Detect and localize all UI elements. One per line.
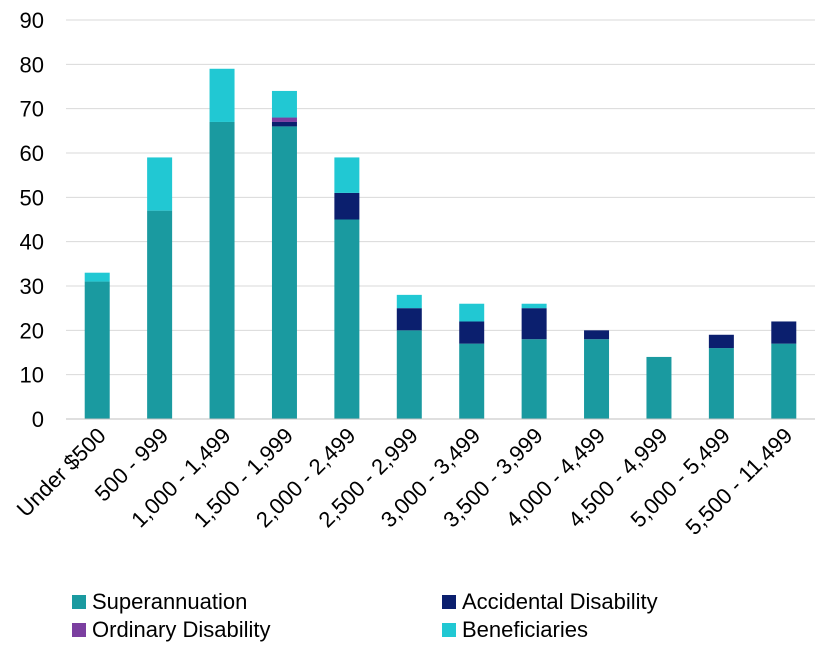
bar-superannuation [771, 343, 797, 419]
bar-ordinary-disability [271, 117, 297, 122]
bar-superannuation [334, 219, 360, 419]
y-tick-label: 20 [20, 318, 44, 343]
y-tick-label: 30 [20, 274, 44, 299]
y-tick-label: 80 [20, 52, 44, 77]
bar-superannuation [271, 126, 297, 420]
bar-superannuation [521, 339, 547, 419]
bar-accidental-disability [584, 330, 610, 340]
legend-swatch-beneficiaries [442, 623, 456, 637]
bar-beneficiaries [271, 90, 297, 118]
bar-superannuation [147, 210, 173, 419]
y-tick-label: 60 [20, 141, 44, 166]
bar-accidental-disability [459, 321, 485, 344]
bar-superannuation [396, 330, 422, 419]
bar-beneficiaries [147, 157, 173, 211]
y-tick-label: 90 [20, 8, 44, 33]
bar-accidental-disability [334, 192, 360, 220]
bar-superannuation [646, 356, 672, 419]
legend-swatch-accidental-disability [442, 595, 456, 609]
bar-beneficiaries [209, 68, 235, 122]
bar-layer [84, 68, 797, 420]
bar-superannuation [209, 121, 235, 419]
bar-superannuation [459, 343, 485, 419]
y-tick-label: 70 [20, 97, 44, 122]
legend-label-accidental-disability: Accidental Disability [462, 589, 658, 614]
legend: Superannuation Accidental Disability Ord… [72, 588, 812, 644]
y-tick-label: 40 [20, 230, 44, 255]
x-tick-label: 5,500 - 11,499 [680, 423, 797, 540]
legend-swatch-superannuation [72, 595, 86, 609]
bar-beneficiaries [84, 272, 110, 282]
legend-item-beneficiaries: Beneficiaries [442, 617, 812, 643]
bar-superannuation [708, 348, 734, 419]
legend-row: Superannuation Accidental Disability [72, 588, 812, 616]
bar-beneficiaries [334, 157, 360, 193]
legend-swatch-ordinary-disability [72, 623, 86, 637]
bar-superannuation [84, 281, 110, 419]
bar-accidental-disability [521, 308, 547, 340]
legend-label-superannuation: Superannuation [92, 589, 248, 614]
legend-item-superannuation: Superannuation [72, 589, 442, 615]
bar-accidental-disability [271, 121, 297, 127]
legend-label-ordinary-disability: Ordinary Disability [92, 617, 271, 642]
bar-superannuation [584, 339, 610, 419]
bar-beneficiaries [459, 303, 485, 322]
y-tick-label: 50 [20, 185, 44, 210]
x-tick-label: Under $500 [12, 423, 111, 522]
bar-accidental-disability [771, 321, 797, 344]
legend-item-accidental-disability: Accidental Disability [442, 589, 812, 615]
bar-accidental-disability [708, 334, 734, 349]
legend-label-beneficiaries: Beneficiaries [462, 617, 588, 642]
bar-accidental-disability [396, 308, 422, 331]
legend-row: Ordinary Disability Beneficiaries [72, 616, 812, 644]
y-tick-label: 0 [32, 407, 44, 432]
bar-beneficiaries [396, 294, 422, 309]
grid-layer [66, 19, 815, 420]
y-tick-label: 10 [20, 363, 44, 388]
bar-beneficiaries [521, 303, 547, 309]
legend-item-ordinary-disability: Ordinary Disability [72, 617, 442, 643]
